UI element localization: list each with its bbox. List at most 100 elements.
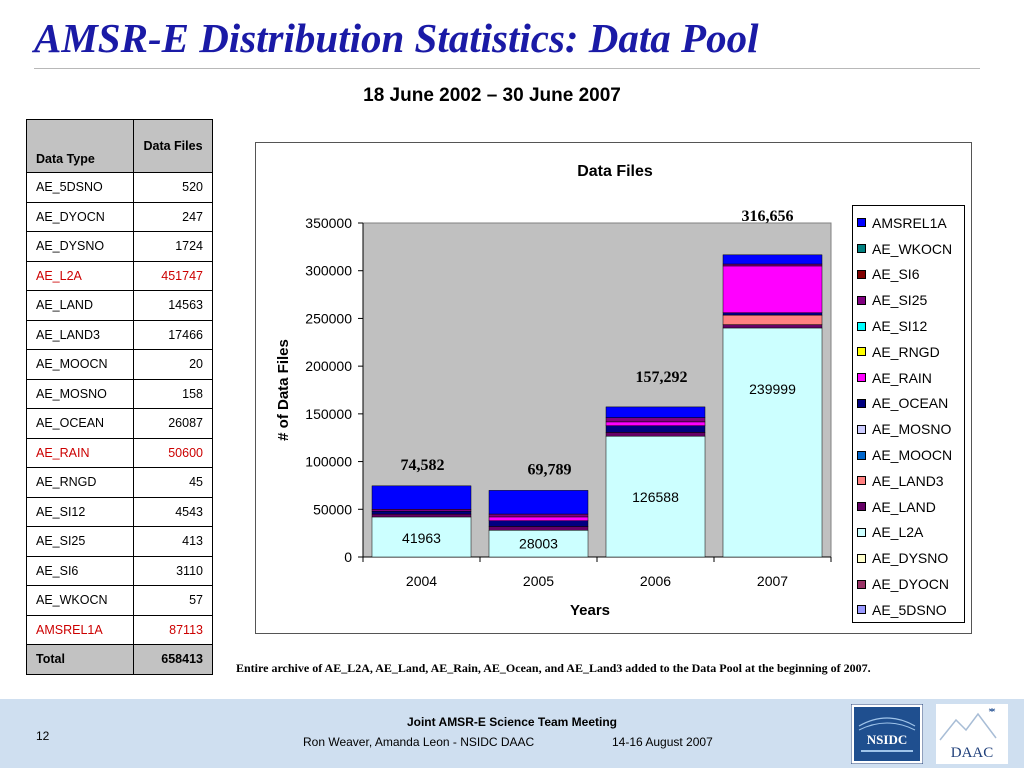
x-axis-title: Years [570, 602, 610, 619]
cell-data-files: 413 [133, 526, 213, 557]
bar-segment [488, 513, 589, 518]
legend-label: AE_OCEAN [872, 395, 949, 412]
x-tick-label: 2006 [640, 573, 671, 589]
cell-data-files: 3110 [133, 555, 213, 586]
y-tick-label: 150000 [305, 406, 352, 422]
legend-item: AE_WKOCN [853, 236, 964, 262]
bar-inside-label: 41963 [402, 530, 441, 546]
bar-segment [722, 312, 823, 316]
cell-data-files: 158 [133, 378, 213, 409]
bar-segment [605, 406, 706, 418]
cell-data-type: AMSREL1A [26, 614, 134, 645]
column-header-data-files: Data Files [133, 119, 213, 173]
legend-swatch [857, 527, 866, 537]
legend-swatch [857, 244, 866, 254]
bar-segment [605, 417, 706, 423]
y-tick-label: 50000 [313, 501, 352, 517]
legend-item: AE_DYOCN [853, 571, 964, 597]
legend-item: AE_SI25 [853, 287, 964, 313]
table-row: AE_SI12 4543 [26, 496, 213, 527]
legend-label: AE_MOSNO [872, 421, 952, 438]
bar-segment [722, 324, 823, 329]
bar-total-label: 316,656 [742, 208, 794, 225]
bar-segment [605, 425, 706, 433]
bar-segment [722, 254, 823, 265]
y-tick-label: 350000 [305, 215, 352, 231]
legend-swatch [857, 269, 866, 279]
bar-segment [605, 421, 706, 426]
legend-label: AE_MOOCN [872, 447, 953, 464]
bar-segment [605, 432, 706, 437]
legend-label: AE_DYSNO [872, 550, 949, 567]
legend-label: AE_LAND [872, 498, 936, 515]
cell-data-files: 26087 [133, 408, 213, 439]
legend-label: AE_WKOCN [872, 240, 953, 257]
legend-swatch [857, 347, 866, 357]
legend-label: AE_5DSNO [872, 601, 947, 618]
cell-data-files: 50600 [133, 437, 213, 468]
cell-data-type: AE_MOSNO [26, 378, 134, 409]
svg-text:NSIDC: NSIDC [867, 732, 907, 747]
legend-swatch [857, 579, 866, 589]
legend-label: AE_RAIN [872, 369, 932, 386]
legend-label: AE_SI25 [872, 292, 928, 309]
bar-segment [371, 513, 472, 518]
bar-segment [722, 327, 823, 558]
table-row: AE_LAND 14563 [26, 290, 213, 321]
cell-data-files: 45 [133, 467, 213, 498]
y-axis-title: # of Data Files [275, 339, 292, 441]
y-tick-label: 0 [344, 549, 352, 565]
bar-total-label: 74,582 [401, 457, 445, 474]
legend-label: AE_SI6 [872, 266, 920, 283]
legend-item: AE_RAIN [853, 365, 964, 391]
legend-swatch [857, 295, 866, 305]
total-value: 658413 [133, 644, 213, 675]
x-tick-label: 2004 [406, 573, 437, 589]
bar-segment [371, 516, 472, 558]
legend-item: AE_LAND [853, 494, 964, 520]
table-row: AE_MOOCN 20 [26, 349, 213, 380]
x-tick-label: 2007 [757, 573, 788, 589]
chart-legend: AMSREL1A AE_WKOCN AE_SI6 AE_SI25 AE_SI12 AE_R… [852, 205, 965, 623]
legend-item: AE_5DSNO [853, 597, 964, 623]
table-row: AE_RNGD 45 [26, 467, 213, 498]
meeting-dates: 14-16 August 2007 [612, 735, 713, 749]
footer-bar: 12 Joint AMSR-E Science Team Meeting Ron… [0, 699, 1024, 768]
cell-data-files: 451747 [133, 260, 213, 291]
table-row: AE_5DSNO 520 [26, 172, 213, 203]
bar-segment [371, 509, 472, 512]
table-header-row: Data Type Data Files [26, 119, 213, 173]
archive-note: Entire archive of AE_L2A, AE_Land, AE_Ra… [236, 661, 871, 675]
total-label: Total [26, 644, 134, 675]
date-range-subtitle: 18 June 2002 – 30 June 2007 [363, 85, 621, 106]
bar-total-label: 157,292 [636, 369, 688, 386]
legend-item: AE_L2A [853, 520, 964, 546]
bar-inside-label: 126588 [632, 489, 679, 505]
table-row: AE_SI25 413 [26, 526, 213, 557]
cell-data-type: AE_DYOCN [26, 201, 134, 232]
legend-item: AE_RNGD [853, 339, 964, 365]
legend-item: AE_MOSNO [853, 416, 964, 442]
cell-data-type: AE_RAIN [26, 437, 134, 468]
legend-item: AE_MOOCN [853, 442, 964, 468]
legend-swatch [857, 476, 866, 486]
legend-item: AE_SI6 [853, 262, 964, 288]
legend-swatch [857, 502, 866, 512]
cell-data-files: 4543 [133, 496, 213, 527]
y-tick-label: 250000 [305, 310, 352, 326]
table-row: AE_LAND3 17466 [26, 319, 213, 350]
legend-item: AE_SI12 [853, 313, 964, 339]
cell-data-type: AE_SI12 [26, 496, 134, 527]
legend-swatch [857, 321, 866, 331]
bar-segment [605, 435, 706, 558]
legend-label: AMSREL1A [872, 214, 947, 231]
table-row: AE_L2A 451747 [26, 260, 213, 291]
authors: Ron Weaver, Amanda Leon - NSIDC DAAC [303, 735, 535, 749]
cell-data-files: 1724 [133, 231, 213, 262]
table-row: AMSREL1A 87113 [26, 614, 213, 645]
bar-inside-label: 239999 [749, 381, 796, 397]
legend-item: AE_DYSNO [853, 545, 964, 571]
y-tick-label: 100000 [305, 454, 352, 470]
page-number: 12 [36, 729, 50, 743]
legend-label: AE_L2A [872, 524, 924, 541]
